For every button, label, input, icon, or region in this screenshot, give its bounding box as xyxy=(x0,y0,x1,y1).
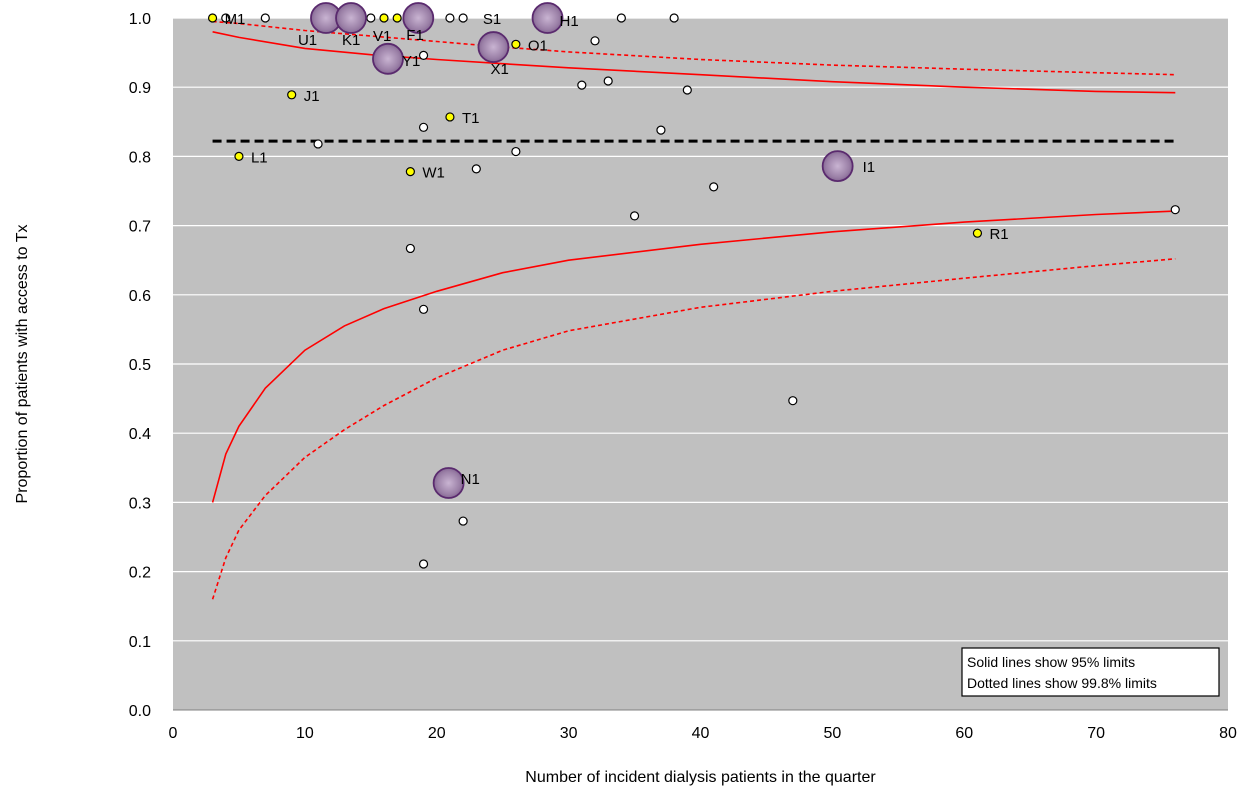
data-point xyxy=(656,125,666,135)
y-tick-label: 0.4 xyxy=(129,426,151,443)
y-tick-label: 0.0 xyxy=(129,703,151,720)
point-label: W1 xyxy=(422,165,445,182)
data-point-highlighted xyxy=(531,2,564,34)
data-point xyxy=(590,36,600,46)
data-point-labeled xyxy=(511,39,521,49)
point-label: F1 xyxy=(406,27,424,44)
data-point-labeled xyxy=(445,112,455,122)
x-tick-label: 0 xyxy=(169,725,178,742)
control-limit-lines xyxy=(211,20,1176,600)
point-label: M1 xyxy=(225,11,246,28)
point-label: X1 xyxy=(490,61,508,78)
data-point xyxy=(221,13,231,23)
y-tick-label: 0.5 xyxy=(129,357,151,374)
y-tick-label: 0.8 xyxy=(129,149,151,166)
y-tick-label: 0.2 xyxy=(129,565,151,582)
data-point xyxy=(577,80,587,90)
point-label: N1 xyxy=(461,471,480,488)
point-label: V1 xyxy=(373,28,391,45)
limit-95-lower xyxy=(211,210,1176,503)
data-point xyxy=(709,182,719,192)
y-tick-label: 0.1 xyxy=(129,634,151,651)
point-label: K1 xyxy=(342,32,360,49)
data-point xyxy=(682,85,692,95)
y-tick-label: 0.6 xyxy=(129,288,151,305)
limit-95-upper xyxy=(212,31,1176,94)
x-tick-label: 40 xyxy=(692,725,710,742)
data-point xyxy=(471,164,481,174)
y-axis-ticks: 0.0 0.1 0.2 0.3 0.4 0.5 0.6 0.7 0.8 0.9 1.0 xyxy=(129,11,151,720)
point-label: U1 xyxy=(298,32,317,49)
x-axis-ticks: 0 10 20 30 40 50 60 70 80 xyxy=(169,725,1237,742)
point-label: L1 xyxy=(251,149,268,166)
x-tick-label: 80 xyxy=(1219,725,1237,742)
x-axis-title: Number of incident dialysis patients in … xyxy=(525,769,876,786)
data-point xyxy=(260,13,270,23)
data-point xyxy=(788,396,798,406)
data-point xyxy=(418,122,429,132)
data-point-highlighted xyxy=(335,2,367,34)
point-label: H1 xyxy=(560,13,579,30)
x-tick-label: 10 xyxy=(296,725,314,742)
x-tick-label: 70 xyxy=(1087,725,1105,742)
data-point-labeled xyxy=(207,13,218,23)
data-point-labeled xyxy=(287,90,297,100)
data-point xyxy=(669,13,679,23)
data-point-labeled xyxy=(379,13,389,23)
x-tick-label: 50 xyxy=(823,725,841,742)
legend-box: Solid lines show 95% limits Dotted lines… xyxy=(961,647,1220,697)
data-point-highlighted xyxy=(372,42,404,75)
point-label: Y1 xyxy=(402,53,420,70)
x-tick-label: 20 xyxy=(428,725,446,742)
limit-99.8-upper xyxy=(212,20,1176,76)
data-point-labeled xyxy=(234,151,244,161)
data-point xyxy=(418,559,429,569)
data-points xyxy=(207,2,1180,569)
x-tick-label: 60 xyxy=(955,725,973,742)
point-label: R1 xyxy=(989,226,1008,243)
data-point xyxy=(458,13,468,23)
y-tick-label: 0.7 xyxy=(129,219,151,236)
y-axis-title: Proportion of patients with access to Tx xyxy=(14,225,31,504)
data-point xyxy=(603,76,613,86)
point-label: J1 xyxy=(304,88,320,105)
data-point-highlighted xyxy=(477,31,510,63)
data-point xyxy=(458,516,468,526)
data-point xyxy=(511,146,521,157)
point-label: T1 xyxy=(462,110,480,127)
legend-line-solid: Solid lines show 95% limits xyxy=(967,654,1135,670)
data-point-highlighted xyxy=(821,150,854,182)
data-point xyxy=(445,13,455,23)
data-point xyxy=(418,50,429,60)
data-point-labeled xyxy=(972,228,983,238)
data-point xyxy=(366,13,376,23)
y-tick-label: 0.9 xyxy=(129,80,151,97)
legend-frame xyxy=(961,647,1220,697)
y-tick-label: 1.0 xyxy=(129,11,151,28)
data-point xyxy=(1170,205,1180,215)
y-tick-label: 0.3 xyxy=(129,495,151,512)
point-labels: M1 V1 O1 J1 T1 L1 W1 R1 U1 K1 F1 H1 Y1 X1 I1 N1 S1 xyxy=(225,11,1009,488)
legend-line-dotted: Dotted lines show 99.8% limits xyxy=(967,675,1157,691)
data-point xyxy=(616,13,626,23)
data-point xyxy=(629,211,640,221)
point-label: I1 xyxy=(863,159,876,176)
data-point xyxy=(418,304,429,314)
limit-99.8-lower xyxy=(211,258,1176,600)
data-point-highlighted xyxy=(432,467,465,499)
data-point xyxy=(405,243,415,254)
point-label: O1 xyxy=(528,37,548,54)
data-point-labeled xyxy=(392,13,402,23)
data-point xyxy=(313,139,323,149)
data-point-highlighted xyxy=(402,2,435,34)
gridlines xyxy=(173,17,1228,711)
data-point-labeled xyxy=(405,167,415,177)
point-label: S1 xyxy=(483,11,501,28)
x-tick-label: 30 xyxy=(560,725,578,742)
